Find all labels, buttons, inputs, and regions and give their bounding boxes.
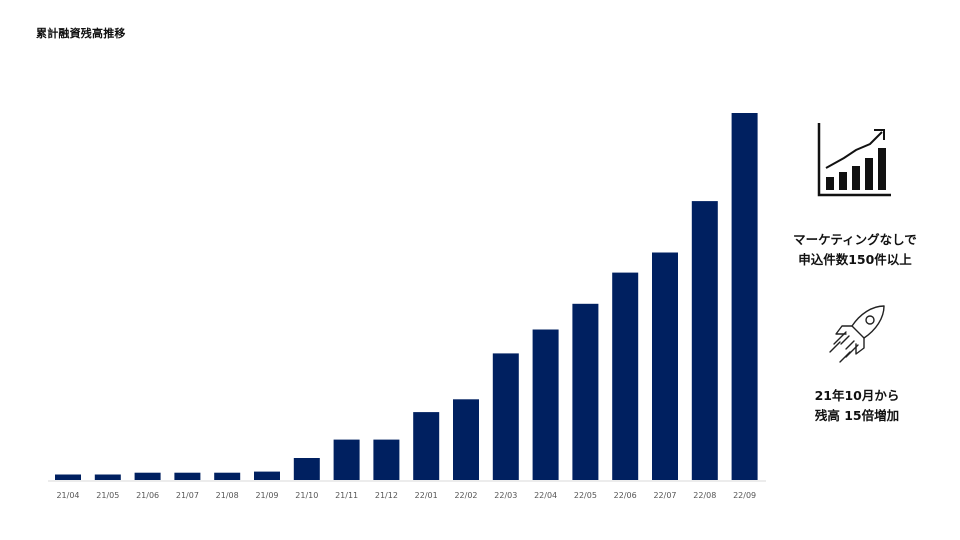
caption-balance-line1: 21年10月から [814, 388, 900, 403]
x-tick-label: 21/06 [136, 491, 159, 500]
bar-21-05 [94, 474, 121, 480]
bar-21-10 [293, 458, 320, 480]
bar-22-08 [691, 201, 718, 480]
rocket-icon [824, 300, 892, 372]
caption-balance-growth: 21年10月から 残高 15倍増加 [777, 386, 937, 426]
x-tick-label: 22/09 [733, 491, 756, 500]
caption-applications-line2: 申込件数150件以上 [798, 252, 912, 267]
x-tick-label: 22/04 [534, 491, 557, 500]
bar-22-01 [413, 412, 440, 480]
bar-22-06 [612, 272, 639, 480]
caption-applications-line1: マーケティングなしで [793, 232, 917, 247]
x-tick-label: 22/02 [454, 491, 477, 500]
x-tick-label: 21/07 [176, 491, 199, 500]
x-tick-label: 22/03 [494, 491, 517, 500]
bar-21-08 [214, 472, 241, 480]
caption-applications: マーケティングなしで 申込件数150件以上 [775, 230, 935, 270]
bar-22-04 [532, 329, 559, 480]
bar-22-02 [453, 399, 479, 480]
bar-22-03 [492, 353, 519, 480]
bar-22-09 [731, 113, 758, 480]
bar-22-05 [572, 303, 599, 480]
bar-21-11 [333, 439, 360, 480]
x-tick-label: 22/08 [693, 491, 716, 500]
bar-21-04 [55, 474, 81, 480]
x-tick-label: 22/07 [653, 491, 676, 500]
page-title: 累計融資残高推移 [36, 27, 126, 40]
bar-chart: 21/04 21/05 21/06 21/07 21/08 21/09 21/10 21/11… [48, 113, 766, 500]
x-tick-label: 22/05 [574, 491, 597, 500]
x-tick-label: 22/01 [415, 491, 438, 500]
x-tick-label: 21/05 [96, 491, 119, 500]
x-tick-label: 21/09 [255, 491, 278, 500]
x-tick-label: 21/12 [375, 491, 398, 500]
bar-22-07 [652, 252, 678, 480]
bar-21-12 [373, 439, 400, 480]
x-tick-label: 21/08 [216, 491, 239, 500]
bar-21-06 [134, 472, 161, 480]
bar-21-09 [254, 471, 280, 480]
caption-balance-line2: 残高 15倍増加 [814, 408, 900, 423]
bar-21-07 [174, 472, 201, 480]
x-tick-label: 21/04 [56, 491, 79, 500]
x-tick-label: 21/11 [335, 491, 358, 500]
bar-chart-growth-icon [814, 120, 894, 204]
bars-group [55, 113, 758, 480]
x-tick-label: 22/06 [614, 491, 637, 500]
x-tick-label: 21/10 [295, 491, 318, 500]
x-tick-labels: 21/04 21/05 21/06 21/07 21/08 21/09 21/10 21/11… [56, 491, 756, 500]
